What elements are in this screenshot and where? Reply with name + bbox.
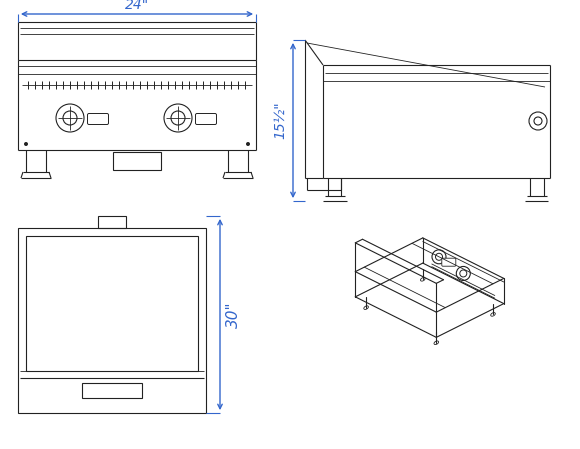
Circle shape <box>63 111 77 125</box>
Text: 24": 24" <box>125 0 149 12</box>
Text: 15½": 15½" <box>273 101 287 139</box>
Circle shape <box>164 104 192 132</box>
Circle shape <box>460 270 467 277</box>
Circle shape <box>56 104 84 132</box>
Circle shape <box>456 266 470 281</box>
Text: 30": 30" <box>226 301 241 328</box>
Circle shape <box>534 117 542 125</box>
Circle shape <box>171 111 185 125</box>
Circle shape <box>24 142 28 146</box>
Ellipse shape <box>434 341 438 344</box>
Circle shape <box>246 142 250 146</box>
Ellipse shape <box>420 277 425 281</box>
Bar <box>113 152 161 170</box>
Bar <box>98 216 126 228</box>
Circle shape <box>436 253 443 260</box>
FancyBboxPatch shape <box>88 114 108 124</box>
Bar <box>82 383 142 398</box>
FancyBboxPatch shape <box>442 258 456 266</box>
Circle shape <box>529 112 547 130</box>
Bar <box>26 236 198 371</box>
Bar <box>18 228 206 413</box>
FancyBboxPatch shape <box>195 114 216 124</box>
Ellipse shape <box>491 313 495 316</box>
Circle shape <box>432 250 446 264</box>
Ellipse shape <box>364 306 368 309</box>
